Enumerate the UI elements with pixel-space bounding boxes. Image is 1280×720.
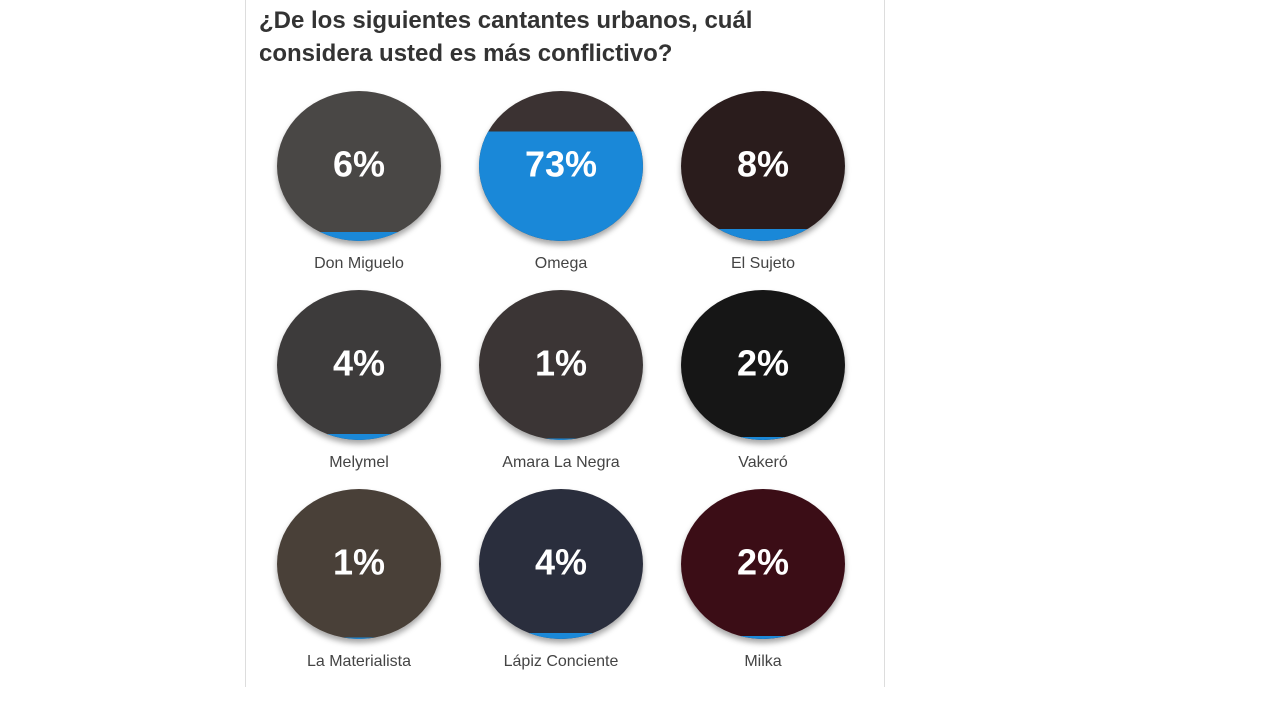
option-image <box>479 489 643 639</box>
option-name: La Materialista <box>307 653 411 670</box>
vote-fill <box>479 633 643 639</box>
poll-option[interactable]: 2% Milka <box>681 489 845 670</box>
option-name: Amara La Negra <box>502 454 619 471</box>
option-name: El Sujeto <box>731 255 795 272</box>
vote-fill <box>479 438 643 440</box>
poll-panel: ¿De los siguientes cantantes urbanos, cu… <box>245 0 885 687</box>
poll-option[interactable]: 4% Lápiz Conciente <box>479 489 643 670</box>
vote-percent: 2% <box>737 343 789 384</box>
option-image <box>681 91 845 241</box>
option-image <box>681 290 845 440</box>
vote-percent: 4% <box>535 542 587 583</box>
option-image <box>277 91 441 241</box>
poll-option[interactable]: 4% Melymel <box>277 290 441 471</box>
poll-option[interactable]: 8% El Sujeto <box>681 91 845 272</box>
poll-question: ¿De los siguientes cantantes urbanos, cu… <box>259 7 753 67</box>
vote-percent: 1% <box>535 343 587 384</box>
poll-option[interactable]: 1% Amara La Negra <box>479 290 643 471</box>
vote-percent: 4% <box>333 343 385 384</box>
vote-fill <box>277 637 441 639</box>
vote-fill <box>277 232 441 241</box>
option-image <box>681 489 845 639</box>
vote-percent: 2% <box>737 542 789 583</box>
vote-fill <box>681 636 845 639</box>
option-name: Melymel <box>329 454 389 471</box>
vote-fill <box>277 434 441 440</box>
poll-option[interactable]: 2% Vakeró <box>681 290 845 471</box>
option-name: Milka <box>744 653 781 670</box>
option-image <box>277 489 441 639</box>
option-image <box>479 290 643 440</box>
poll-option[interactable]: 73% Omega <box>479 91 643 272</box>
option-image <box>277 290 441 440</box>
option-name: Lápiz Conciente <box>504 653 619 670</box>
option-name: Vakeró <box>738 454 788 471</box>
vote-percent: 6% <box>333 144 385 185</box>
vote-percent: 73% <box>525 144 597 185</box>
poll-option[interactable]: 6% Don Miguelo <box>277 91 441 272</box>
poll-option[interactable]: 1% La Materialista <box>277 489 441 670</box>
vote-percent: 8% <box>737 144 789 185</box>
vote-percent: 1% <box>333 542 385 583</box>
vote-fill <box>681 229 845 241</box>
option-name: Omega <box>535 255 588 272</box>
vote-fill <box>681 437 845 440</box>
option-name: Don Miguelo <box>314 255 404 272</box>
